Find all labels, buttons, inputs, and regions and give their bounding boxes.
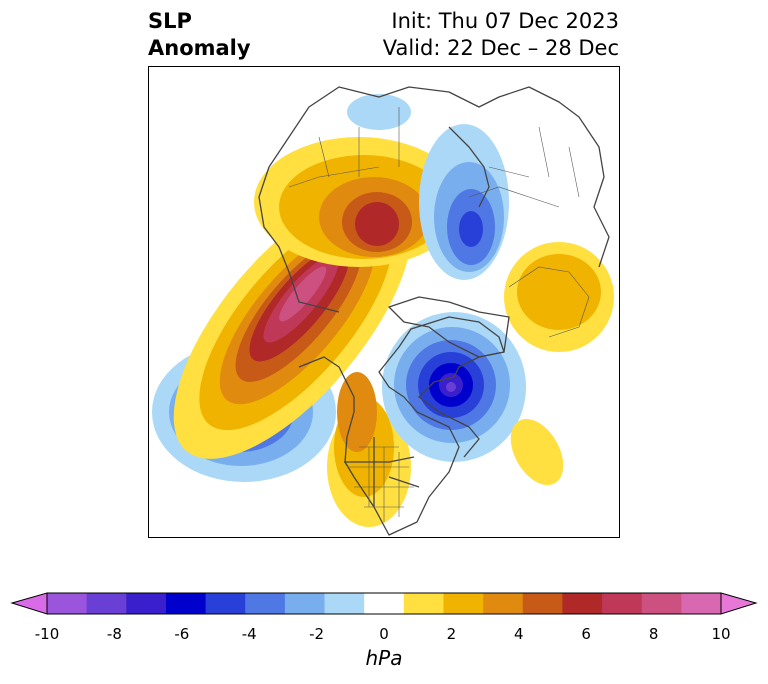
colorbar-cell: [245, 593, 286, 614]
colorbar-extend-high: [720, 592, 758, 615]
colorbar-tick-label: -2: [309, 625, 325, 643]
anomaly-map: [148, 66, 620, 538]
title-field: Anomaly: [148, 36, 251, 60]
high-west-l7: [279, 266, 327, 322]
colorbar-cell: [443, 593, 484, 614]
low-canada-l7: [446, 382, 456, 392]
colorbar-tick-label: -8: [106, 625, 122, 643]
low-europe-l4: [459, 211, 483, 247]
colorbar-frame: [46, 592, 722, 615]
anomaly-fill: [152, 94, 614, 527]
colorbar-cell: [165, 593, 207, 614]
colorbar-tick-label: -10: [34, 625, 60, 643]
colorbar-tick-label: 4: [514, 625, 524, 643]
colorbar-cell: [284, 593, 326, 614]
colorbar-cell: [86, 593, 127, 614]
colorbar-cell: [364, 593, 405, 614]
colorbar-tick-label: 10: [711, 625, 731, 643]
colorbar-cell: [324, 593, 365, 614]
low-arctic-sliver: [347, 94, 411, 130]
colorbar-cell: [403, 593, 444, 614]
plot-title-right: Init: Thu 07 Dec 2023 Valid: 22 Dec – 28…: [383, 8, 619, 62]
high-atlantic: [510, 418, 564, 486]
valid-range: Valid: 22 Dec – 28 Dec: [382, 36, 619, 60]
colorbar-cell: [483, 593, 524, 614]
colorbar-unit: hPa: [365, 646, 403, 670]
colorbar-tick-label: -4: [241, 625, 257, 643]
colorbar-cell: [205, 593, 246, 614]
colorbar-extend-low: [10, 592, 48, 615]
colorbar-cell: [602, 593, 643, 614]
colorbar-cell: [641, 593, 682, 614]
colorbar-tick-label: -6: [174, 625, 190, 643]
colorbar-cell: [681, 593, 722, 614]
title-variable: SLP: [148, 9, 192, 33]
borders: [288, 107, 590, 522]
colorbar-tick-label: 6: [581, 625, 591, 643]
colorbar-cell: [47, 593, 88, 614]
high-asia-l2: [517, 254, 601, 330]
colorbar-cell: [522, 593, 563, 614]
plot-title-left: SLP Anomaly: [148, 8, 251, 62]
colorbar-cell: [126, 593, 167, 614]
high-siberia-l5: [355, 202, 399, 246]
colorbar-tick-label: 8: [648, 625, 659, 643]
init-time: Init: Thu 07 Dec 2023: [391, 9, 619, 33]
colorbar: [10, 592, 758, 615]
colorbar-tick-label: 2: [446, 625, 457, 643]
coastlines: [258, 86, 610, 536]
colorbar-tick-label: 0: [379, 625, 389, 643]
high-us-l3: [337, 372, 377, 452]
colorbar-cell: [562, 593, 603, 614]
map-canvas: [152, 86, 614, 536]
